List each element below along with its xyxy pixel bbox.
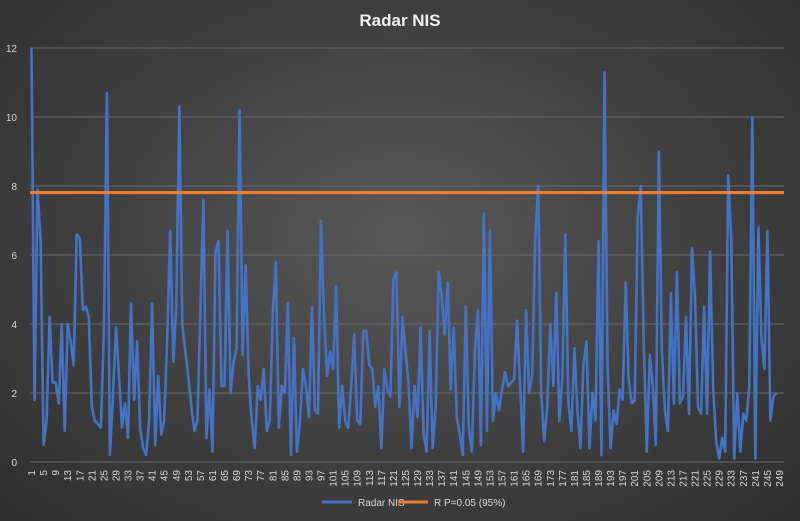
y-tick-label: 12 [6,44,18,55]
x-tick-label: 133 [425,470,436,487]
x-tick-label: 25 [99,470,110,482]
x-tick-label: 61 [208,470,219,482]
x-tick-label: 49 [172,470,183,482]
x-tick-label: 241 [751,470,762,487]
chart-title: Radar NIS [359,11,440,30]
series-line-radar-nis [30,47,778,460]
y-tick-label: 4 [11,320,17,331]
x-tick-label: 105 [341,470,352,487]
x-tick-label: 93 [304,470,315,482]
x-tick-label: 37 [136,470,147,482]
y-tick-label: 2 [11,389,17,400]
x-tick-label: 45 [160,470,171,482]
x-tick-label: 17 [75,470,86,482]
x-tick-label: 161 [510,470,521,487]
y-tick-label: 10 [6,113,18,124]
x-tick-label: 77 [256,470,267,482]
x-tick-label: 1 [27,470,38,476]
x-tick-label: 185 [582,470,593,487]
x-tick-label: 209 [654,470,665,487]
x-tick-label: 81 [268,470,279,482]
x-tick-label: 13 [63,470,74,482]
x-tick-label: 169 [534,470,545,487]
y-tick-label: 8 [11,182,17,193]
x-tick-label: 57 [196,470,207,482]
x-tick-label: 153 [485,470,496,487]
x-tick-label: 65 [220,470,231,482]
x-tick-label: 229 [715,470,726,487]
x-tick-label: 237 [739,470,750,487]
x-tick-label: 21 [87,470,98,482]
x-tick-label: 189 [594,470,605,487]
x-tick-label: 29 [111,470,122,482]
x-tick-label: 181 [570,470,581,487]
x-tick-label: 217 [678,470,689,487]
x-tick-label: 73 [244,470,255,482]
x-tick-label: 121 [389,470,400,487]
x-tick-label: 213 [666,470,677,487]
x-tick-label: 145 [461,470,472,487]
legend-label-radar-nis: Radar NIS [358,498,405,509]
x-tick-label: 9 [51,470,62,476]
x-tick-label: 245 [763,470,774,487]
x-tick-label: 5 [39,470,50,476]
x-tick-label: 221 [691,470,702,487]
x-tick-label: 225 [703,470,714,487]
x-tick-label: 173 [546,470,557,487]
y-axis-ticks: 0 2 4 6 8 10 12 [6,44,18,469]
x-tick-label: 89 [292,470,303,482]
x-tick-label: 141 [449,470,460,487]
x-axis-ticks: 1 5 9 13 17 21 25 29 33 37 41 45 49 53 57 61 65 69 73 77 81 8… [27,470,786,487]
x-tick-label: 177 [558,470,569,487]
x-tick-label: 33 [124,470,135,482]
x-tick-label: 125 [401,470,412,487]
x-tick-label: 157 [498,470,509,487]
x-tick-label: 193 [606,470,617,487]
x-tick-label: 85 [280,470,291,482]
x-tick-label: 233 [727,470,738,487]
x-tick-label: 101 [329,470,340,487]
x-tick-label: 97 [317,470,328,482]
x-tick-label: 41 [148,470,159,482]
x-tick-label: 117 [377,470,388,486]
x-tick-label: 129 [413,470,424,487]
legend-label-threshold: R P=0.05 (95%) [434,498,505,509]
legend: Radar NIS R P=0.05 (95%) [322,498,505,509]
x-tick-label: 137 [437,470,448,487]
y-tick-label: 6 [11,251,17,262]
y-tick-label: 0 [11,458,17,469]
x-tick-label: 201 [630,470,641,487]
x-tick-label: 109 [353,470,364,487]
x-tick-label: 113 [365,470,376,486]
plot-area [30,47,784,460]
x-tick-label: 197 [618,470,629,487]
x-tick-label: 149 [473,470,484,487]
gridlines [30,47,784,463]
x-tick-label: 53 [184,470,195,482]
x-tick-label: 249 [775,470,786,487]
x-tick-label: 165 [522,470,533,487]
x-tick-label: 205 [642,470,653,487]
x-tick-label: 69 [232,470,243,482]
